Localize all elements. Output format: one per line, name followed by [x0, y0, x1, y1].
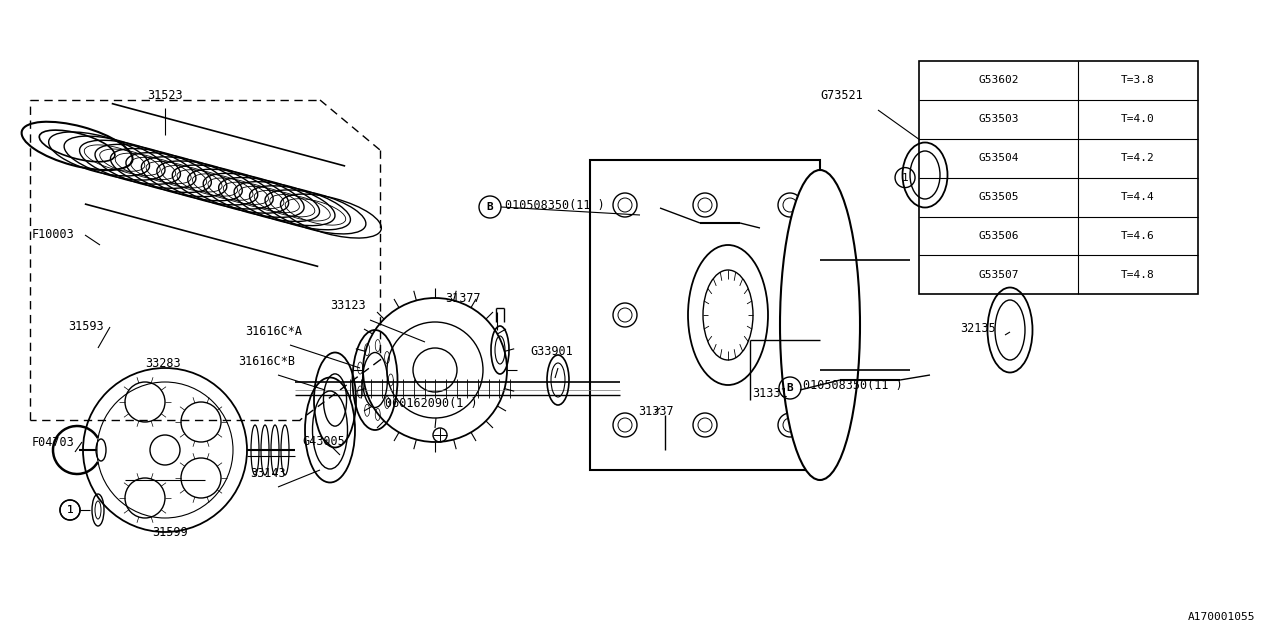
Text: 060162090(1 ): 060162090(1 )	[385, 397, 477, 410]
Text: G73521: G73521	[820, 89, 863, 102]
Text: G43005: G43005	[302, 435, 344, 448]
Text: 31599: 31599	[152, 526, 188, 539]
Text: G53506: G53506	[978, 231, 1019, 241]
Text: 33283: 33283	[145, 357, 180, 370]
Bar	[590, 160, 820, 470]
Text: G53602: G53602	[978, 76, 1019, 85]
Text: 33143: 33143	[250, 467, 285, 480]
Text: G53504: G53504	[978, 153, 1019, 163]
Text: 010508350(11 ): 010508350(11 )	[506, 198, 604, 211]
Text: G53503: G53503	[978, 114, 1019, 124]
Text: 31337: 31337	[637, 405, 673, 418]
Text: 31616C*A: 31616C*A	[244, 325, 302, 338]
Text: 31377: 31377	[445, 292, 480, 305]
Text: 1: 1	[67, 505, 73, 515]
Text: T=3.8: T=3.8	[1121, 76, 1155, 85]
Text: 1: 1	[901, 173, 909, 182]
Text: G53507: G53507	[978, 270, 1019, 280]
Text: T=4.6: T=4.6	[1121, 231, 1155, 241]
Text: 31616C*B: 31616C*B	[238, 355, 294, 368]
Text: T=4.2: T=4.2	[1121, 153, 1155, 163]
Text: 31593: 31593	[68, 321, 104, 333]
Text: 31331: 31331	[753, 387, 787, 400]
Text: B: B	[787, 383, 794, 393]
Text: 31523: 31523	[147, 89, 183, 102]
Text: T=4.4: T=4.4	[1121, 192, 1155, 202]
Text: F04703: F04703	[32, 435, 74, 449]
Text: G33901: G33901	[530, 345, 572, 358]
Text: G53505: G53505	[978, 192, 1019, 202]
Text: T=4.8: T=4.8	[1121, 270, 1155, 280]
Text: T=4.0: T=4.0	[1121, 114, 1155, 124]
Ellipse shape	[780, 170, 860, 480]
Bar	[919, 61, 1198, 294]
Text: 32135: 32135	[960, 321, 996, 335]
Text: 010508350(11 ): 010508350(11 )	[803, 378, 902, 392]
Text: A170001055: A170001055	[1188, 612, 1254, 622]
Text: B: B	[486, 202, 493, 212]
Text: 1: 1	[67, 505, 73, 515]
Text: 33123: 33123	[330, 299, 366, 312]
Text: F10003: F10003	[32, 228, 74, 241]
